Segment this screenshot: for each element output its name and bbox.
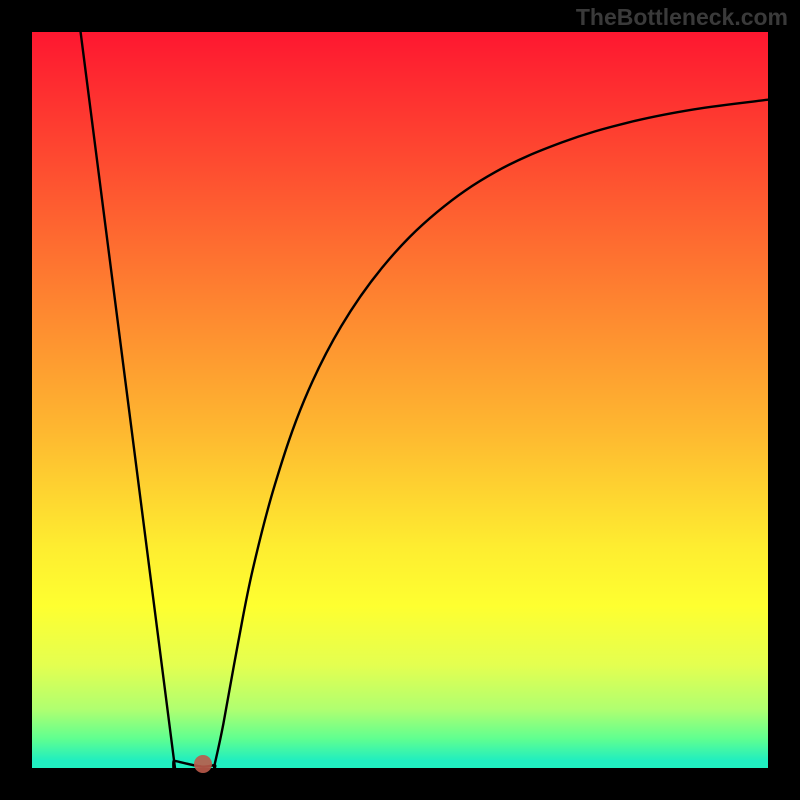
curve-svg <box>32 32 768 768</box>
watermark-text: TheBottleneck.com <box>576 4 788 31</box>
plot-area <box>32 32 768 768</box>
valley-marker <box>194 755 212 773</box>
bottleneck-curve <box>81 32 768 768</box>
chart-container: TheBottleneck.com <box>0 0 800 800</box>
